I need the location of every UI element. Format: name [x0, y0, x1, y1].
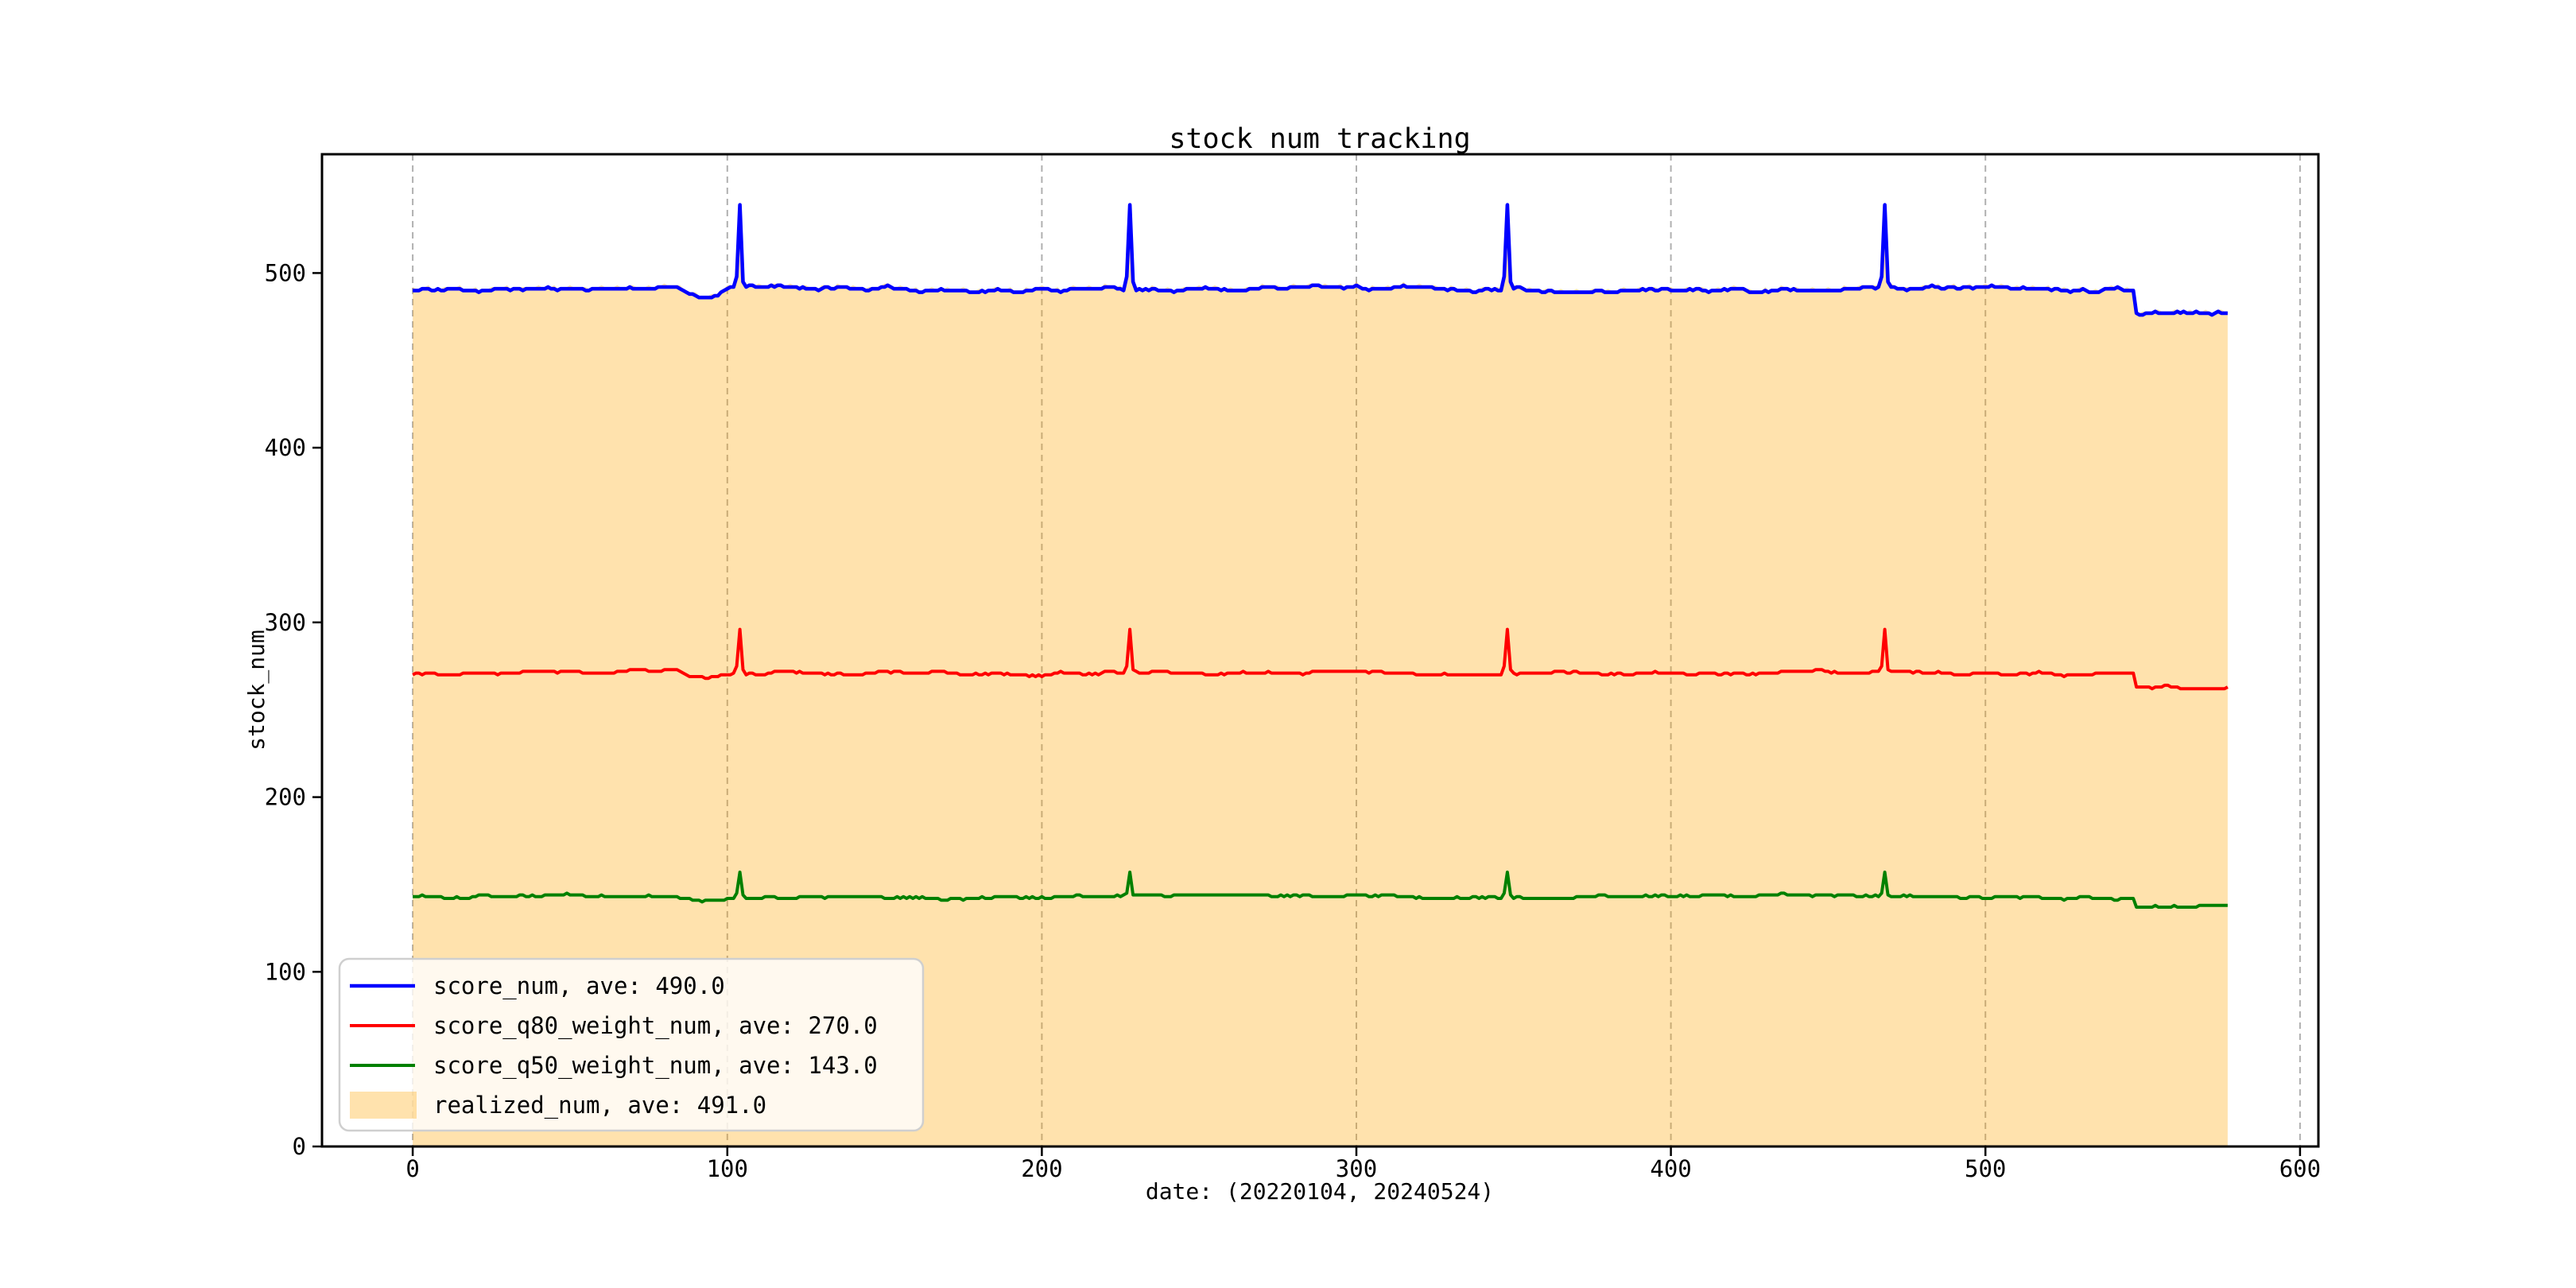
y-tick-label-200: 200	[265, 784, 306, 811]
y-tick-label-500: 500	[265, 259, 306, 286]
y-tick-label-100: 100	[265, 958, 306, 985]
chart-title: stock num tracking	[1169, 123, 1470, 155]
x-tick-label-500: 500	[1965, 1155, 2006, 1182]
series-score_num-line	[413, 203, 2228, 317]
legend-item-score_q80_weight_num: score_q80_weight_num, ave: 270.0	[350, 1012, 878, 1040]
x-axis-label: date: (20220104, 20240524)	[1146, 1178, 1494, 1205]
legend-item-score_q50_weight_num: score_q50_weight_num, ave: 143.0	[350, 1052, 878, 1080]
series-layer	[412, 201, 2229, 1146]
x-tick-label-600: 600	[2279, 1155, 2321, 1182]
legend-box	[338, 957, 925, 1132]
x-tick-label-0: 0	[405, 1155, 419, 1182]
series-realized_num-area	[413, 201, 2228, 1146]
y-axis-label: stock_num	[243, 630, 270, 751]
legend-item-realized_num: realized_num, ave: 491.0	[350, 1092, 766, 1119]
legend-label-score_num: score_num, ave: 490.0	[433, 972, 725, 1000]
x-tick-label-300: 300	[1336, 1155, 1377, 1182]
y-tick-label-400: 400	[265, 434, 306, 461]
legend-item-score_num: score_num, ave: 490.0	[350, 972, 725, 1000]
legend-patch-swatch-realized_num	[350, 1092, 417, 1119]
legend: score_num, ave: 490.0 score_q80_weight_nu…	[338, 957, 925, 1132]
x-tick-label-100: 100	[707, 1155, 748, 1182]
plot-frame	[320, 153, 2320, 1148]
axis-tick-layer: 0 100 200 300 400 500 600 0 100 200 300 400 500	[265, 259, 2321, 1182]
y-tick-label-300: 300	[265, 609, 306, 636]
legend-label-score_q50_weight_num: score_q50_weight_num, ave: 143.0	[433, 1052, 878, 1080]
legend-label-score_q80_weight_num: score_q80_weight_num, ave: 270.0	[433, 1012, 878, 1040]
x-tick-label-400: 400	[1650, 1155, 1691, 1182]
legend-label-realized_num: realized_num, ave: 491.0	[433, 1092, 766, 1119]
x-tick-label-200: 200	[1021, 1155, 1062, 1182]
y-tick-label-0: 0	[293, 1133, 306, 1160]
series-score_q50_weight_num-line	[413, 871, 2228, 909]
series-score_q80_weight_num-line	[412, 627, 2229, 691]
